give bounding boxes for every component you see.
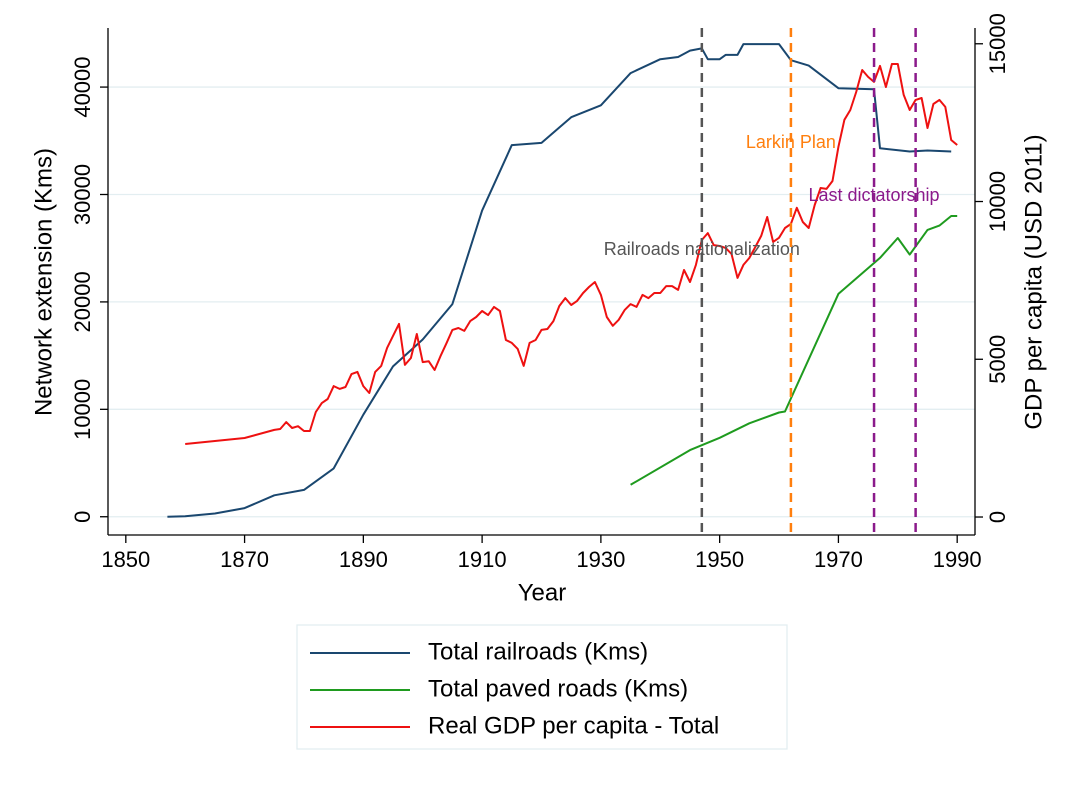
x-tick-label: 1930 [576,547,625,572]
x-tick-label: 1910 [458,547,507,572]
legend-label: Total railroads (Kms) [428,638,648,665]
event-label: Larkin Plan [746,132,836,152]
x-tick-label: 1990 [933,547,982,572]
legend-label: Total paved roads (Kms) [428,675,688,702]
y-tick-label: 40000 [70,56,95,117]
event-label: Last dictatorship [809,185,940,205]
y2-axis-title: GDP per capita (USD 2011) [1020,134,1047,429]
y2-tick-label: 15000 [985,13,1010,74]
legend-box [296,624,788,750]
x-tick-label: 1950 [695,547,744,572]
series-line [167,43,952,518]
event-label: Railroads nationalization [604,239,800,259]
y-tick-label: 10000 [70,379,95,440]
y-axis-title: Network extension (Kms) [30,148,57,416]
y2-tick-label: 5000 [985,335,1010,384]
x-tick-label: 1870 [220,547,269,572]
series-line [630,215,958,486]
legend-label: Real GDP per capita - Total [428,712,719,739]
x-tick-label: 1970 [814,547,863,572]
y2-tick-label: 10000 [985,171,1010,232]
x-axis-title: Year [518,579,567,606]
x-tick-label: 1890 [339,547,388,572]
x-tick-label: 1850 [101,547,150,572]
y-tick-label: 20000 [70,271,95,332]
y-tick-label: 0 [70,511,95,523]
y-tick-label: 30000 [70,164,95,225]
series-line [185,63,958,445]
y2-tick-label: 0 [985,511,1010,523]
